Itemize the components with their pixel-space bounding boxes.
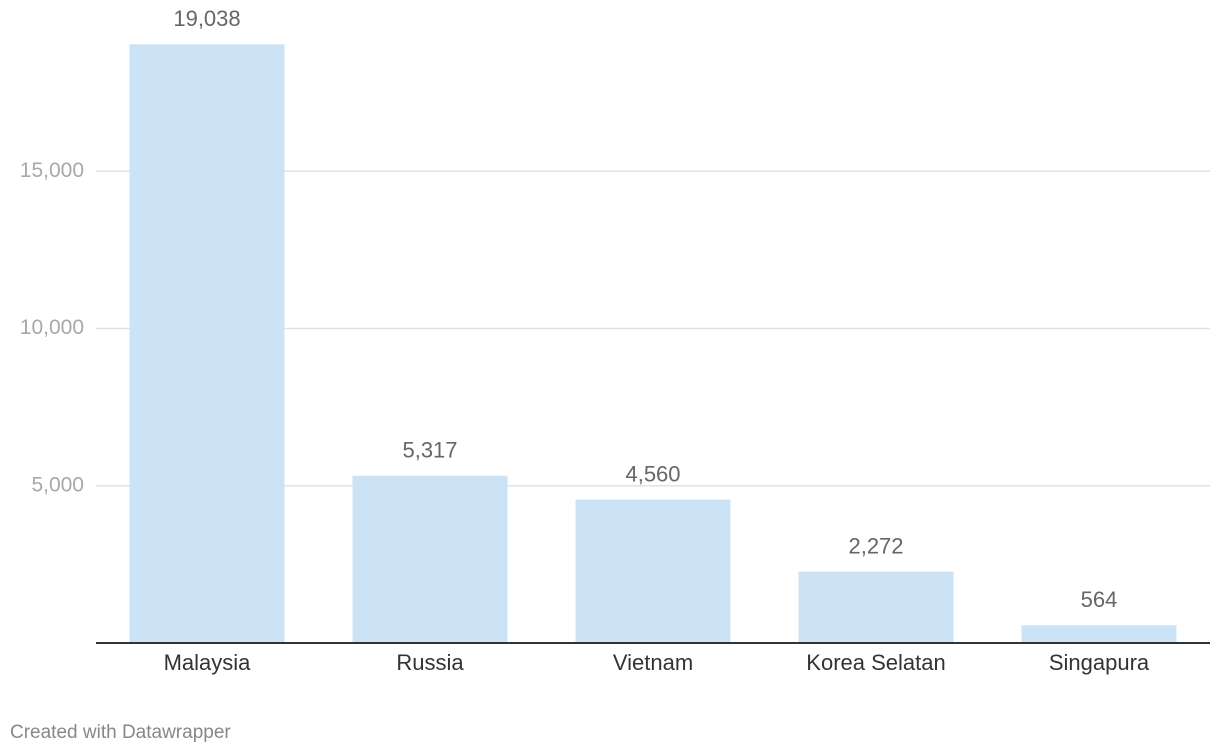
value-label: 4,560 (625, 461, 680, 486)
credit: Created with Datawrapper (10, 722, 231, 743)
y-tick-label: 5,000 (31, 473, 84, 496)
value-label: 19,038 (173, 6, 240, 31)
bar (129, 44, 285, 644)
x-tick-label: Malaysia (164, 650, 252, 675)
bar (352, 475, 508, 643)
bar (1021, 625, 1177, 643)
y-tick-label: 15,000 (20, 159, 84, 182)
x-tick-label: Singapura (1049, 650, 1150, 675)
value-label: 2,272 (848, 533, 903, 558)
bar (575, 499, 731, 643)
x-tick-label: Vietnam (613, 650, 693, 675)
x-tick-label: Russia (396, 650, 464, 675)
y-tick-label: 10,000 (20, 316, 84, 339)
value-label: 5,317 (402, 438, 457, 463)
bar (798, 571, 954, 643)
x-tick-label: Korea Selatan (806, 650, 945, 675)
value-label: 564 (1081, 587, 1118, 612)
